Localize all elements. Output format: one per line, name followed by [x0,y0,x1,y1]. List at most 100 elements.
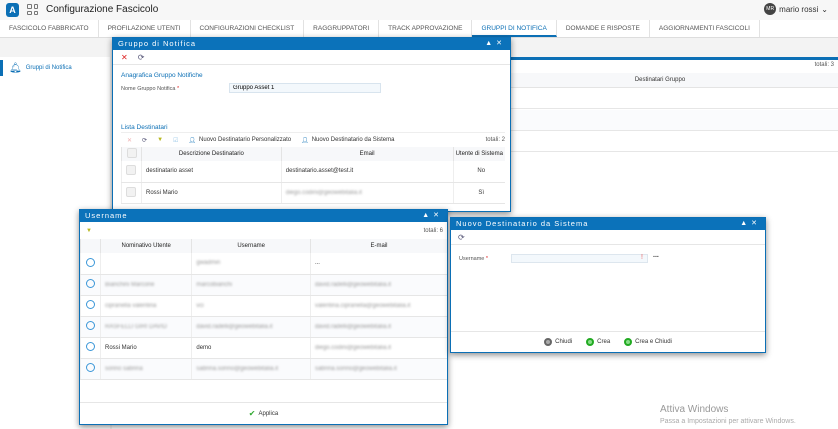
cell-sys: No [452,161,505,183]
tab-bar: FASCICOLO FABBRICATO PROFILAZIONE UTENTI C… [0,20,838,38]
apps-grid-icon[interactable] [27,4,38,15]
username-input[interactable] [511,254,648,263]
table-row[interactable]: destinatario asset destinatario.asset@tes… [121,161,505,183]
check-icon: ✔ [248,409,256,418]
applica-button[interactable]: ✔ Applica [248,409,279,418]
section-lista-destinatari: Lista Destinatari [121,124,168,131]
cell-email: sabrina.sonno@geowebitalia.it [309,358,447,380]
tab-profilazione-utenti[interactable]: PROFILAZIONE UTENTI [99,20,191,37]
filter-icon[interactable]: ▼ [157,137,164,143]
collapse-icon[interactable]: ▲ [485,40,497,47]
plus-circle-icon [624,338,633,346]
table-row[interactable]: cipranella valentina vci valentina.ciprane… [80,295,447,317]
cell-username: demo [191,337,311,359]
nuovo-destinatario-sistema-button[interactable]: 👤︎ Nuovo Destinatario da Sistema [301,137,395,144]
table-row[interactable]: Rossi Mario demo diego.codini@geowebitalia… [80,337,447,359]
select-all-icon[interactable]: ☑ [173,137,179,144]
close-icon[interactable]: ✕ [496,40,506,47]
refresh-icon[interactable]: ⟳ [458,233,465,242]
dialog-title: Username [85,211,128,220]
cell-email: ... [309,253,447,275]
app-title: Configurazione Fascicolo [46,4,159,15]
tab-aggiornamenti-fascicoli[interactable]: AGGIORNAMENTI FASCICOLI [650,20,760,37]
windows-watermark: Attiva Windows [660,404,729,415]
table-row[interactable]: Rossi Mario diego.codini@geowebitalia.it S… [121,182,505,204]
cell-name: sonno sabrina [99,358,192,380]
cell-name: RASFELLI GIRI DAVID [99,316,192,338]
tab-fascicolo-fabbricato[interactable]: FASCICOLO FABBRICATO [0,20,99,37]
totals: totali: 2 [485,137,505,143]
cell-desc: destinatario asset [141,161,282,183]
cell-username: sabrina.sonno@geowebitalia.it [191,358,311,380]
close-icon[interactable]: ✕ [433,212,443,219]
lookup-button[interactable]: ... [653,252,659,259]
user-system-icon: 👤︎ [301,137,309,144]
tab-domande-e-risposte[interactable]: DOMANDE E RISPOSTE [557,20,650,37]
table-row[interactable]: gwadmin... [80,253,447,275]
row-checkbox[interactable] [121,182,142,204]
refresh-icon[interactable]: ⟳ [142,137,148,144]
close-circle-icon [544,338,553,346]
username-dialog: Username ▲✕ ▼ totali: 6 Nominativo Utente… [79,209,448,425]
nuovo-destinatario-personalizzato-button[interactable]: 👤︎ Nuovo Destinatario Personalizzato [188,137,292,144]
app-logo[interactable]: A [6,3,19,17]
table-row[interactable]: sonno sabrina sabrina.sonno@geowebitalia.… [80,358,447,380]
table-row[interactable]: Bianchini Marcone marcobianchi david.radel… [80,274,447,296]
delete-icon[interactable]: ✕ [121,52,128,62]
user-name: mario rossi [779,4,819,14]
close-icon[interactable]: ✕ [751,220,761,227]
cell-name: Bianchini Marcone [99,274,192,296]
collapse-icon[interactable]: ▲ [422,212,434,219]
name-label: Nome Gruppo Notifica [121,86,176,92]
tab-raggruppatori[interactable]: RAGGRUPPATORI [304,20,380,37]
delete-icon[interactable]: ✕ [127,137,133,144]
gruppo-notifica-dialog: Gruppo di Notifica ▲✕ ✕ ⟳ Anagrafica Grup… [112,37,511,212]
row-radio[interactable] [80,253,101,275]
cell-username: vci [191,295,311,317]
row-radio[interactable] [80,274,101,296]
row-radio[interactable] [80,337,101,359]
top-bar [0,0,838,20]
row-checkbox[interactable] [121,161,142,183]
cell-email: destinatario.asset@test.it [280,161,453,183]
collapse-icon[interactable]: ▲ [740,220,752,227]
cell-username: gwadmin [191,253,311,275]
user-menu[interactable]: MR mario rossi ⌄ [764,3,828,15]
totals: totali: 6 [423,227,443,234]
plus-circle-icon [586,338,595,346]
dialog-title: Nuovo Destinatario da Sistema [456,219,589,228]
chevron-down-icon: ⌄ [821,4,828,14]
tab-track-approvazione[interactable]: TRACK APPROVAZIONE [379,20,473,37]
main-totals: totali: 3 [814,62,834,68]
chiudi-button[interactable]: Chiudi [544,338,572,346]
row-radio[interactable] [80,295,101,317]
crea-e-chiudi-button[interactable]: Crea e Chiudi [624,338,672,346]
cell-email: diego.codini@geowebitalia.it [309,337,447,359]
user-add-icon: 👤︎ [188,137,197,144]
tab-gruppi-di-notifica[interactable]: GRUPPI DI NOTIFICA [472,20,557,37]
nuovo-destinatario-sistema-dialog: Nuovo Destinatario da Sistema ▲✕ ⟳ Userna… [450,217,766,353]
cell-name [99,253,192,275]
sidebar-item-gruppi-notifica[interactable]: 🔔︎ Gruppi di Notifica [0,60,110,76]
dialog-title: Gruppo di Notifica [118,39,197,48]
filter-icon[interactable]: ▼ [86,227,92,234]
avatar: MR [764,3,777,15]
nome-gruppo-input[interactable] [229,83,381,93]
row-radio[interactable] [80,358,101,380]
bell-icon: 🔔︎ [9,62,22,74]
section-anagrafica: Anagrafica Gruppo Notifiche [121,72,203,79]
refresh-icon[interactable]: ⟳ [137,52,145,62]
table-row[interactable]: RASFELLI GIRI DAVID david.radelli@geowebi… [80,316,447,338]
tab-configurazioni-checklist[interactable]: CONFIGURAZIONI CHECKLIST [191,20,305,37]
cell-name: cipranella valentina [99,295,192,317]
cell-username: david.radelli@geowebitalia.it [191,316,311,338]
cell-email: david.radelli@geowebitalia.it [309,274,447,296]
cell-email: david.radelli@geowebitalia.it [309,316,447,338]
username-label: Username [459,256,485,262]
row-radio[interactable] [80,316,101,338]
cell-sys: Sì [452,182,505,204]
cell-username: marcobianchi [191,274,311,296]
destinatari-table: Descrizione Destinatario Email Utente di S… [121,147,505,204]
windows-watermark-subtitle: Passa a Impostazioni per attivare Window… [660,418,796,425]
crea-button[interactable]: Crea [586,338,610,346]
